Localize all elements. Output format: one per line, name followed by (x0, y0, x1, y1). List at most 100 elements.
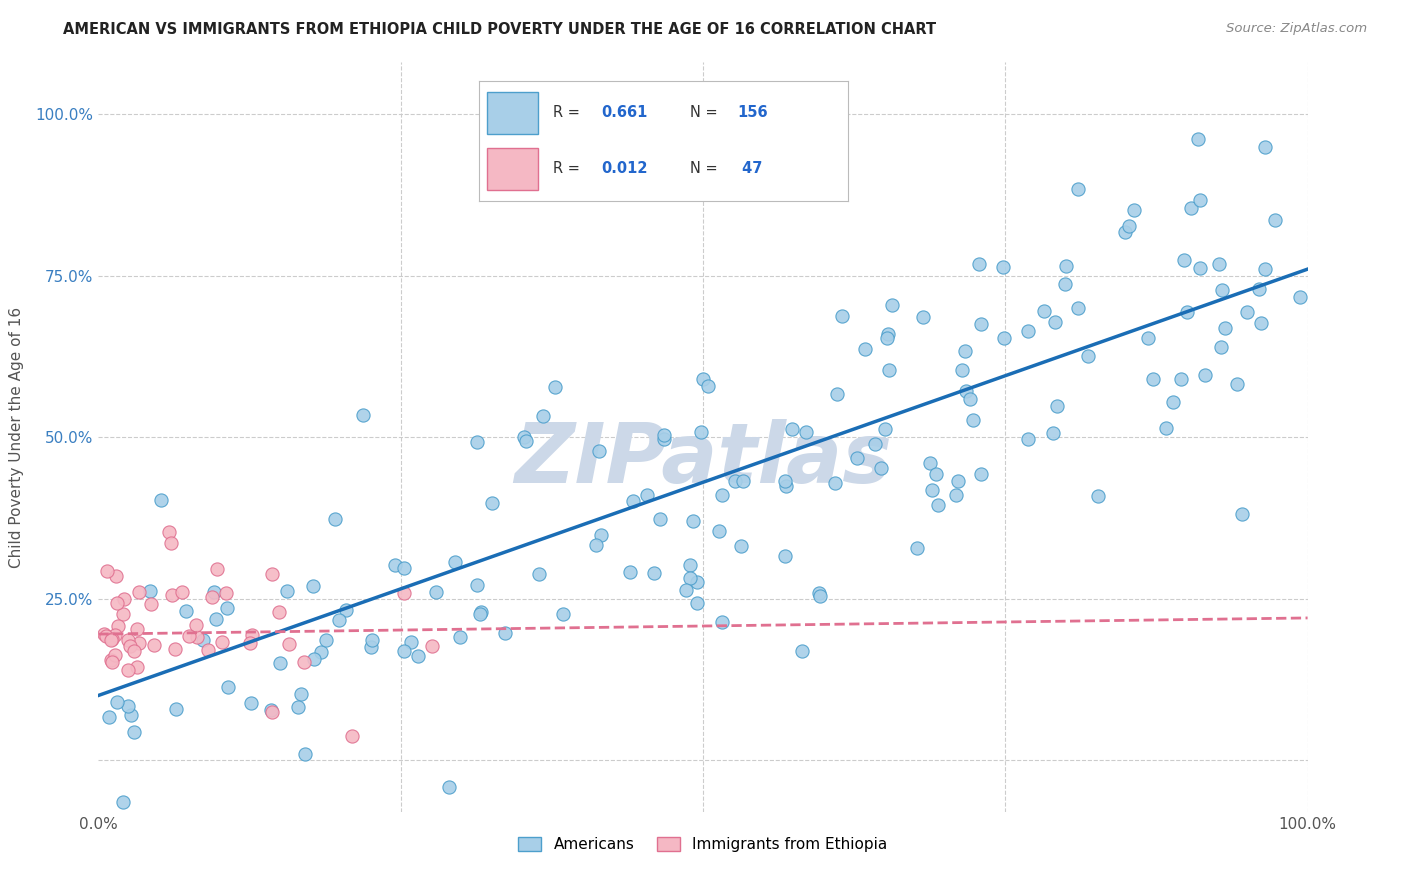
Point (877, 326, 900, 341)
Point (825, 387, 848, 401)
Point (186, 630, 208, 644)
Point (117, 633, 139, 648)
Point (808, 589, 831, 603)
Point (104, 628, 127, 642)
Point (1114, 225, 1136, 239)
Point (621, 494, 644, 508)
Point (217, 601, 239, 615)
Point (100, 653, 122, 667)
Point (494, 626, 516, 640)
Point (201, 590, 224, 604)
Point (870, 461, 893, 475)
Point (260, 567, 283, 582)
Text: ZIPatlas: ZIPatlas (515, 419, 891, 500)
Point (531, 409, 554, 424)
Point (1170, 372, 1192, 386)
Point (1230, 508, 1253, 522)
Point (125, 623, 148, 637)
Point (921, 483, 943, 497)
Point (328, 614, 350, 628)
Point (945, 488, 967, 502)
Point (853, 342, 876, 356)
Point (1046, 399, 1069, 413)
Point (1123, 202, 1146, 217)
Point (465, 577, 488, 591)
Point (1118, 219, 1140, 233)
Point (544, 380, 567, 394)
Point (112, 592, 135, 607)
Point (112, 795, 135, 809)
Point (1213, 320, 1236, 334)
Point (301, 579, 323, 593)
Point (96, 564, 118, 578)
Point (865, 437, 887, 451)
Point (128, 585, 150, 599)
Point (162, 588, 184, 602)
Point (955, 343, 977, 358)
Point (125, 660, 148, 674)
Point (143, 638, 166, 652)
Point (773, 549, 796, 564)
Point (970, 317, 993, 331)
Point (122, 644, 145, 658)
Point (309, 645, 332, 659)
Point (845, 450, 868, 465)
Point (1236, 305, 1258, 319)
Point (139, 597, 162, 611)
Point (1250, 316, 1272, 330)
Point (773, 475, 796, 489)
Point (239, 697, 262, 711)
Point (711, 615, 734, 629)
Point (157, 524, 180, 539)
Point (955, 384, 977, 398)
Point (1142, 371, 1164, 385)
Legend: Americans, Immigrants from Ethiopia: Americans, Immigrants from Ethiopia (512, 830, 894, 858)
Point (1180, 201, 1202, 215)
Point (515, 434, 537, 448)
Point (807, 586, 830, 600)
Point (780, 421, 803, 435)
Point (1211, 283, 1233, 297)
Point (294, 747, 316, 761)
Point (267, 605, 290, 619)
Point (128, 636, 150, 650)
Point (882, 298, 904, 312)
Point (420, 639, 443, 653)
Point (139, 584, 162, 599)
Point (1226, 377, 1249, 392)
Point (170, 585, 193, 599)
Point (1189, 194, 1212, 208)
Point (335, 602, 357, 616)
Point (179, 629, 201, 643)
Point (682, 514, 704, 528)
Point (652, 432, 675, 446)
Point (240, 628, 263, 642)
Point (654, 427, 676, 442)
Point (948, 475, 970, 489)
Point (711, 488, 734, 502)
Point (94, 629, 117, 643)
Point (340, 729, 363, 743)
Point (302, 652, 325, 666)
Point (1043, 316, 1066, 330)
Point (165, 642, 187, 657)
Point (392, 644, 415, 658)
Point (384, 558, 406, 572)
Point (790, 644, 813, 658)
Point (1254, 261, 1277, 276)
Point (120, 640, 142, 654)
Point (437, 780, 460, 794)
Point (950, 363, 973, 377)
Y-axis label: Child Poverty Under the Age of 16: Child Poverty Under the Age of 16 (10, 307, 24, 567)
Point (512, 430, 534, 444)
Point (97, 710, 120, 724)
Point (733, 474, 755, 488)
Point (191, 633, 214, 648)
Point (1017, 432, 1039, 446)
Point (101, 632, 124, 646)
Point (150, 492, 173, 507)
Point (1161, 395, 1184, 409)
Point (1042, 426, 1064, 441)
Point (392, 585, 415, 599)
Point (278, 637, 301, 651)
